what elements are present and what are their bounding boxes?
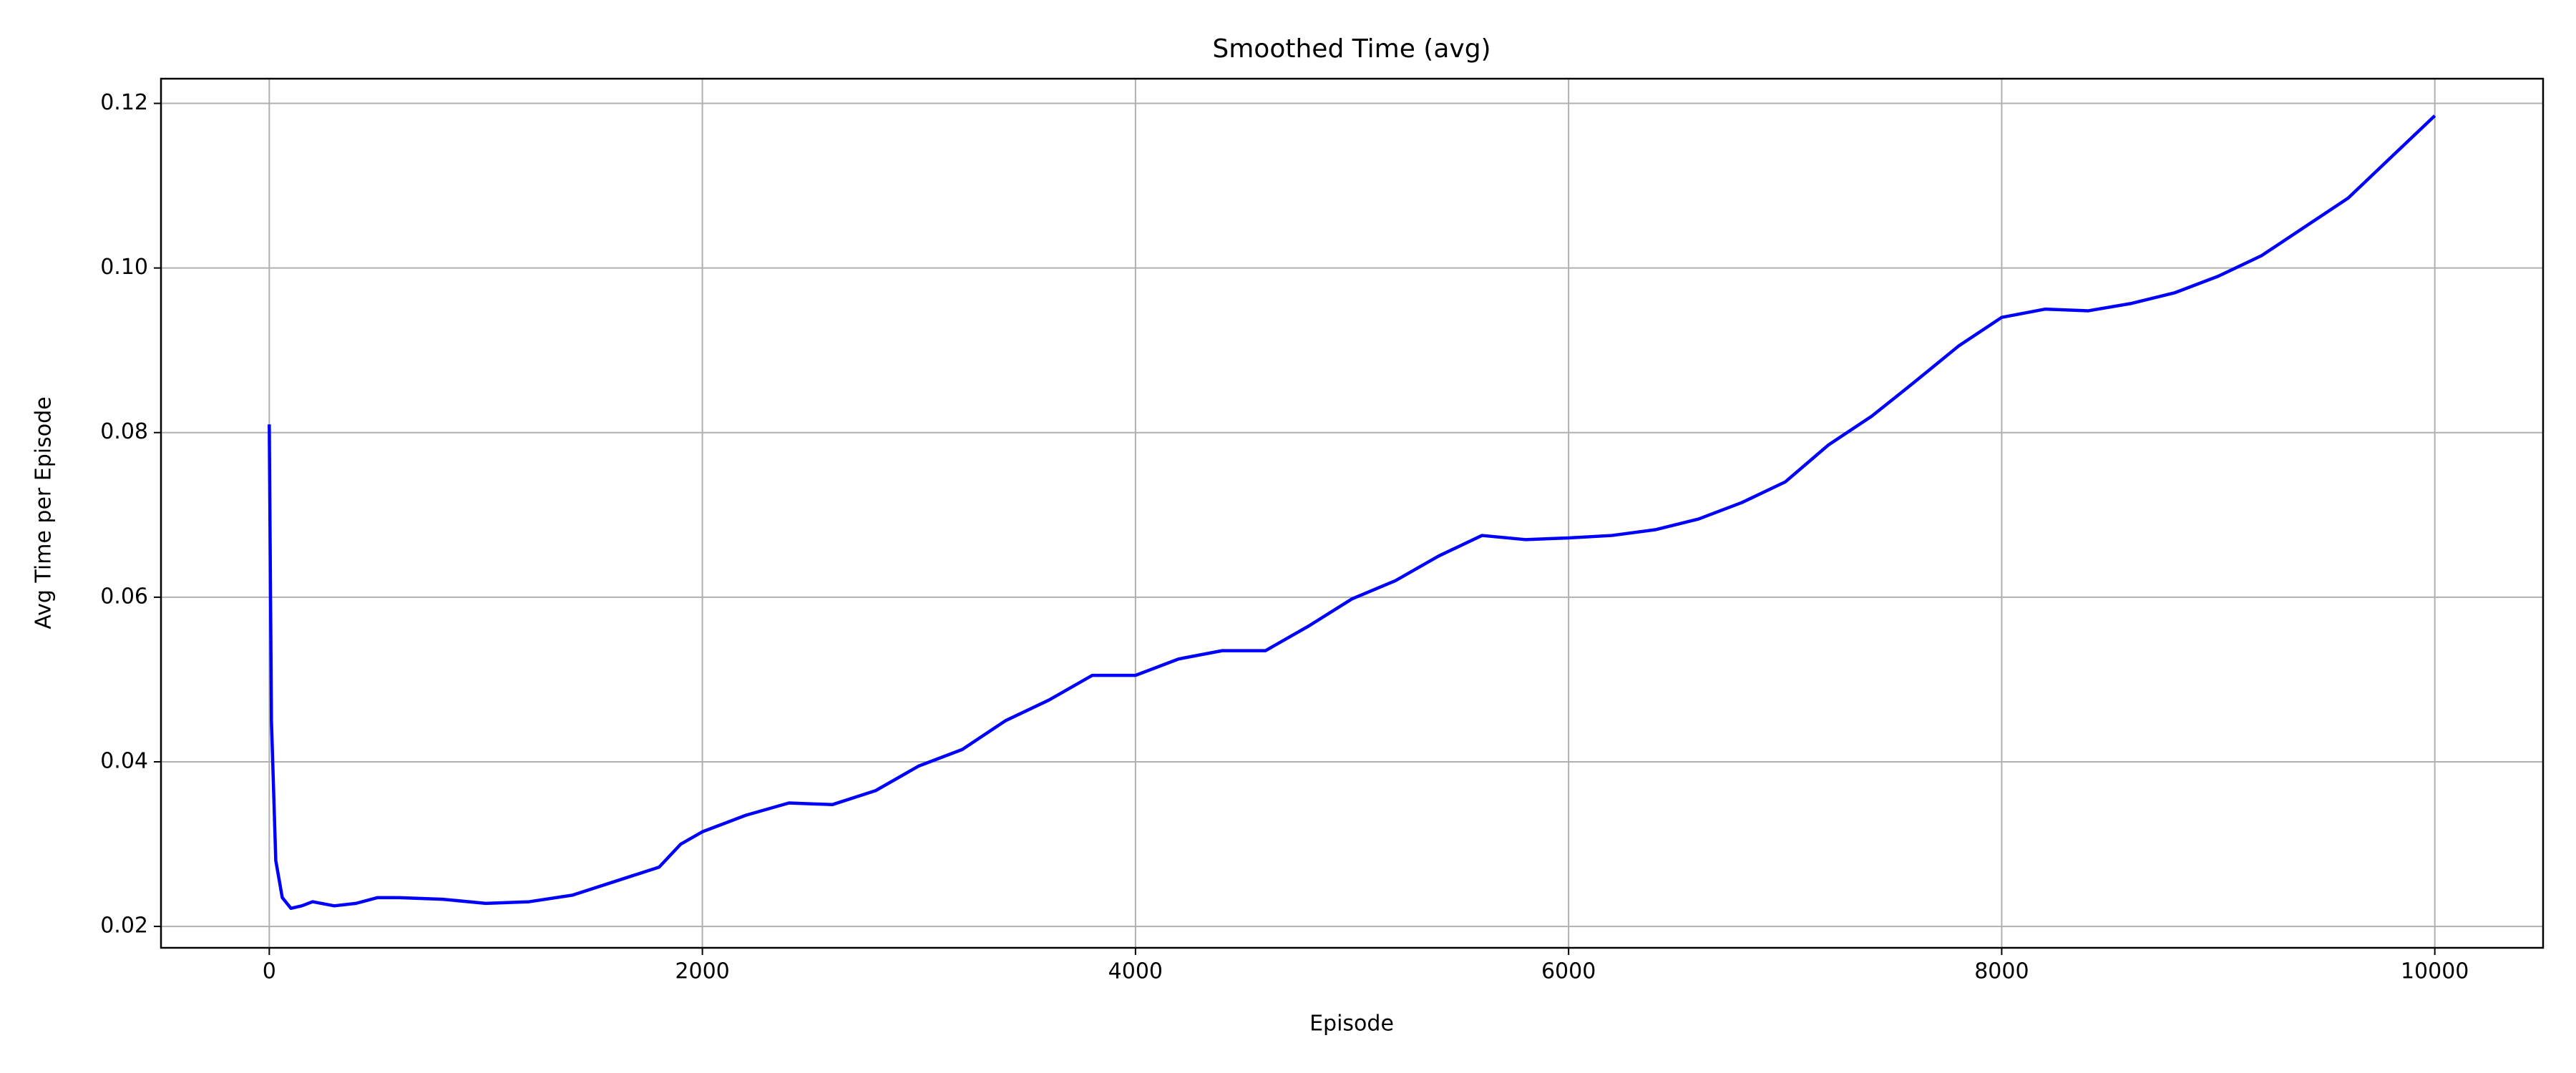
x-tick-label: 8000: [1974, 959, 2029, 984]
x-tick-label: 2000: [675, 959, 729, 984]
y-tick-label: 0.12: [100, 90, 148, 115]
x-tick-label: 0: [263, 959, 276, 984]
x-tick-label: 4000: [1108, 959, 1163, 984]
line-series: [268, 114, 2436, 911]
y-tick-label: 0.06: [100, 584, 148, 609]
y-tick-label: 0.10: [100, 255, 148, 280]
plot-frame: [160, 77, 2545, 949]
y-tick-label: 0.04: [100, 748, 148, 773]
chart-title: Smoothed Time (avg): [1212, 34, 1491, 64]
y-tick-label: 0.02: [100, 913, 148, 939]
x-tick-label: 6000: [1541, 959, 1596, 984]
x-tick-label: 10000: [2401, 959, 2469, 984]
x-axis-label: Episode: [1309, 1011, 1394, 1037]
y-tick-label: 0.08: [100, 419, 148, 444]
y-axis-label: Avg Time per Episode: [31, 396, 57, 629]
